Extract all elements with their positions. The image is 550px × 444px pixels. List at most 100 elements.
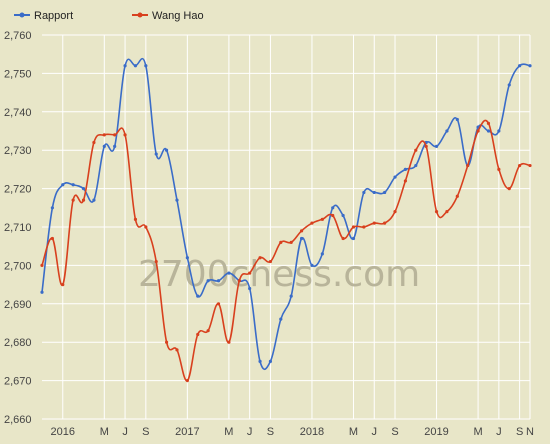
rapport-point[interactable]: [92, 198, 96, 202]
rapport-point[interactable]: [383, 190, 387, 195]
rapport-point[interactable]: [393, 175, 397, 179]
rapport-point[interactable]: [299, 236, 304, 241]
wang-hao-point[interactable]: [164, 340, 169, 344]
wang-hao-point[interactable]: [310, 221, 314, 225]
rapport-point[interactable]: [486, 129, 491, 133]
rapport-point[interactable]: [164, 148, 169, 152]
wang-hao-point[interactable]: [341, 236, 345, 241]
wang-hao-point[interactable]: [61, 283, 65, 287]
rapport-point[interactable]: [50, 206, 54, 210]
wang-hao-point[interactable]: [507, 187, 511, 191]
legend-item-rapport[interactable]: Rapport: [14, 10, 73, 22]
rapport-point[interactable]: [123, 64, 127, 68]
rapport-point[interactable]: [175, 198, 179, 202]
wang-hao-point[interactable]: [497, 167, 501, 171]
wang-hao-point[interactable]: [50, 236, 54, 241]
wang-hao-point[interactable]: [445, 210, 449, 214]
rapport-point[interactable]: [196, 294, 200, 298]
wang-hao-point[interactable]: [362, 225, 366, 229]
wang-hao-point[interactable]: [528, 163, 532, 168]
wang-hao-point[interactable]: [258, 256, 262, 260]
rapport-point[interactable]: [445, 129, 449, 133]
wang-hao-point[interactable]: [248, 271, 252, 275]
wang-hao-point[interactable]: [414, 148, 418, 152]
rapport-point[interactable]: [455, 117, 459, 122]
wang-hao-point[interactable]: [476, 129, 480, 133]
rapport-point[interactable]: [40, 290, 44, 294]
rapport-point[interactable]: [372, 190, 376, 195]
rapport-point[interactable]: [258, 359, 262, 363]
wang-hao-point[interactable]: [154, 259, 158, 264]
rapport-point[interactable]: [279, 317, 283, 321]
wang-hao-point[interactable]: [351, 225, 356, 229]
wang-hao-point[interactable]: [144, 225, 148, 229]
wang-hao-point[interactable]: [268, 259, 273, 264]
rapport-point[interactable]: [403, 167, 408, 171]
rapport-point[interactable]: [414, 163, 418, 168]
wang-hao-point[interactable]: [81, 198, 86, 202]
x-tick-label: 2017: [175, 426, 199, 438]
rapport-point[interactable]: [310, 263, 314, 267]
wang-hao-point[interactable]: [102, 133, 106, 137]
wang-hao-point[interactable]: [372, 221, 376, 225]
wang-hao-point[interactable]: [216, 302, 221, 306]
wang-hao-point[interactable]: [237, 279, 241, 283]
wang-hao-point[interactable]: [403, 179, 408, 183]
wang-hao-point[interactable]: [123, 133, 127, 137]
rapport-point[interactable]: [351, 236, 356, 241]
x-tick-label: N: [526, 426, 534, 438]
rapport-point[interactable]: [362, 190, 366, 195]
wang-hao-point[interactable]: [424, 144, 428, 148]
wang-hao-point[interactable]: [133, 217, 138, 221]
rapport-point[interactable]: [268, 359, 273, 363]
wang-hao-point[interactable]: [393, 210, 397, 214]
rapport-point[interactable]: [216, 279, 221, 283]
wang-hao-point[interactable]: [227, 340, 231, 344]
rapport-point[interactable]: [331, 206, 335, 210]
wang-hao-point[interactable]: [206, 329, 210, 333]
rapport-point[interactable]: [289, 294, 293, 298]
rapport-point[interactable]: [81, 187, 86, 191]
rapport-point[interactable]: [507, 83, 511, 87]
rapport-point[interactable]: [206, 279, 210, 283]
rapport-point[interactable]: [144, 64, 148, 68]
wang-hao-point[interactable]: [383, 221, 387, 225]
wang-hao-point[interactable]: [289, 240, 293, 244]
legend-item-wang-hao[interactable]: Wang Hao: [132, 10, 204, 22]
wang-hao-point[interactable]: [518, 163, 522, 168]
rapport-point[interactable]: [528, 64, 532, 68]
wang-hao-point[interactable]: [196, 332, 200, 337]
wang-hao-point[interactable]: [40, 263, 44, 267]
rapport-point[interactable]: [113, 144, 117, 148]
wang-hao-point[interactable]: [113, 133, 117, 137]
rapport-point[interactable]: [154, 152, 158, 156]
wang-hao-point[interactable]: [71, 198, 75, 202]
wang-hao-point[interactable]: [320, 217, 324, 221]
rapport-point[interactable]: [133, 64, 138, 68]
rapport-point[interactable]: [497, 129, 501, 133]
wang-hao-point[interactable]: [92, 140, 96, 145]
rapport-point[interactable]: [71, 183, 75, 187]
rapport-point[interactable]: [61, 183, 65, 187]
wang-hao-point[interactable]: [299, 229, 304, 233]
rapport-point[interactable]: [227, 271, 231, 275]
y-tick-label: 2,720: [4, 184, 32, 196]
wang-hao-point[interactable]: [455, 194, 459, 198]
rapport-point[interactable]: [341, 213, 345, 218]
wang-hao-point[interactable]: [486, 121, 491, 125]
y-tick-label: 2,690: [4, 299, 32, 311]
rapport-point[interactable]: [434, 144, 439, 148]
rapport-point[interactable]: [320, 252, 324, 256]
wang-hao-point[interactable]: [434, 210, 439, 214]
wang-hao-point[interactable]: [279, 240, 283, 244]
rapport-point[interactable]: [102, 144, 106, 148]
legend[interactable]: Rapport Wang Hao: [14, 10, 204, 22]
rapport-point[interactable]: [248, 286, 252, 291]
wang-hao-point[interactable]: [466, 163, 470, 168]
wang-hao-point[interactable]: [185, 379, 189, 383]
rapport-point[interactable]: [185, 256, 189, 260]
rapport-point[interactable]: [518, 64, 522, 68]
wang-hao-point[interactable]: [175, 348, 179, 352]
wang-hao-point[interactable]: [331, 213, 335, 218]
series-layer: [40, 57, 532, 383]
